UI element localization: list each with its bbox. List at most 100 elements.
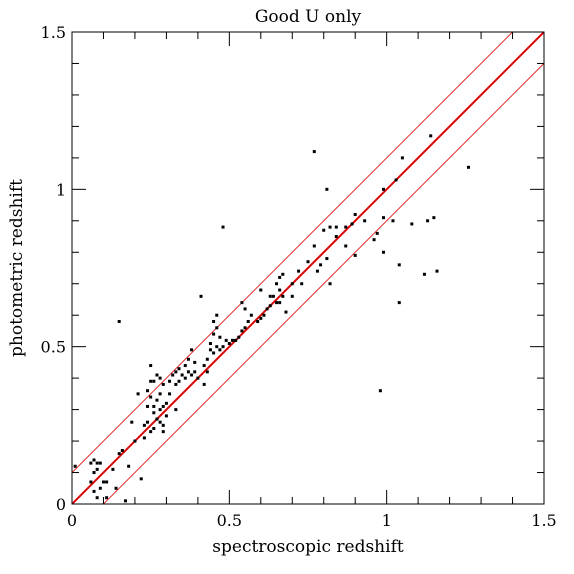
data-point [149, 364, 153, 368]
data-point [224, 338, 228, 342]
data-point [246, 319, 250, 323]
data-point [284, 310, 288, 314]
data-point [278, 288, 282, 292]
data-point [312, 150, 316, 154]
data-point [95, 467, 99, 471]
data-point [149, 395, 153, 399]
data-point [196, 376, 200, 380]
data-point [353, 213, 357, 217]
data-point [89, 480, 93, 484]
data-point [161, 430, 165, 434]
data-point [152, 404, 156, 408]
data-point [290, 282, 294, 286]
data-point [114, 486, 118, 490]
data-point [215, 326, 219, 330]
lower-envelope-line [102, 63, 544, 504]
x-tick-label: 1 [382, 511, 392, 530]
y-tick-label: 1.5 [41, 23, 66, 42]
data-point [168, 392, 172, 396]
data-point [142, 436, 146, 440]
y-tick-label: 0.5 [41, 338, 66, 357]
data-point [334, 235, 338, 239]
data-point [120, 449, 124, 453]
tick-labels: 0 0.5 1 1.5 0 0.5 1 1.5 [41, 23, 557, 530]
data-point [435, 269, 439, 273]
data-point [92, 489, 96, 493]
data-point [325, 187, 329, 191]
data-point [378, 389, 382, 393]
data-point [319, 263, 323, 267]
data-point [466, 165, 470, 169]
data-point [268, 294, 272, 298]
data-point [240, 301, 244, 305]
data-point [205, 370, 209, 374]
data-point [164, 414, 168, 418]
x-tick-label: 1.5 [531, 511, 556, 530]
data-point [164, 401, 168, 405]
data-point [186, 357, 190, 361]
data-point [249, 313, 253, 317]
data-point [95, 461, 99, 465]
x-tick-label: 0.5 [217, 511, 242, 530]
data-point [155, 417, 159, 421]
data-point [275, 301, 279, 305]
data-point [429, 134, 433, 138]
data-point [410, 222, 414, 226]
data-point [243, 326, 247, 330]
data-point [281, 294, 285, 298]
data-point [397, 301, 401, 305]
data-point [237, 335, 241, 339]
data-point [315, 269, 319, 273]
data-point [89, 461, 93, 465]
data-point [171, 373, 175, 377]
chart-title: Good U only [255, 7, 362, 27]
data-point [372, 238, 376, 242]
data-point [432, 216, 436, 220]
data-point [127, 464, 131, 468]
data-point [243, 307, 247, 311]
data-point [95, 496, 99, 500]
data-point [290, 294, 294, 298]
data-point [155, 373, 159, 377]
data-point [146, 389, 150, 393]
data-point [375, 231, 379, 235]
data-point [155, 398, 159, 402]
data-point [382, 216, 386, 220]
data-point [382, 250, 386, 254]
data-point [353, 253, 357, 257]
data-point [149, 379, 153, 383]
data-point [227, 342, 231, 346]
data-point [142, 423, 146, 427]
data-point [322, 228, 326, 232]
data-point [268, 304, 272, 308]
data-point [334, 225, 338, 229]
data-point [259, 316, 263, 320]
data-point [271, 294, 275, 298]
data-point [221, 225, 225, 229]
data-point [208, 348, 212, 352]
data-point [212, 332, 216, 336]
data-point [168, 379, 172, 383]
data-point [202, 382, 206, 386]
data-point [199, 294, 203, 298]
data-point [92, 458, 96, 462]
data-point [101, 480, 105, 484]
data-point [394, 178, 398, 182]
data-point [265, 307, 269, 311]
data-point [146, 420, 150, 424]
data-point [146, 404, 150, 408]
data-point [180, 373, 184, 377]
data-point [215, 345, 219, 349]
data-point [218, 335, 222, 339]
data-point [177, 379, 181, 383]
reference-lines [72, 32, 544, 504]
data-point [183, 364, 187, 368]
data-point [208, 342, 212, 346]
data-point [397, 263, 401, 267]
data-point [344, 244, 348, 248]
data-point [328, 225, 332, 229]
data-point [300, 282, 304, 286]
data-point [73, 464, 77, 468]
data-point [240, 329, 244, 333]
data-points [73, 134, 470, 503]
